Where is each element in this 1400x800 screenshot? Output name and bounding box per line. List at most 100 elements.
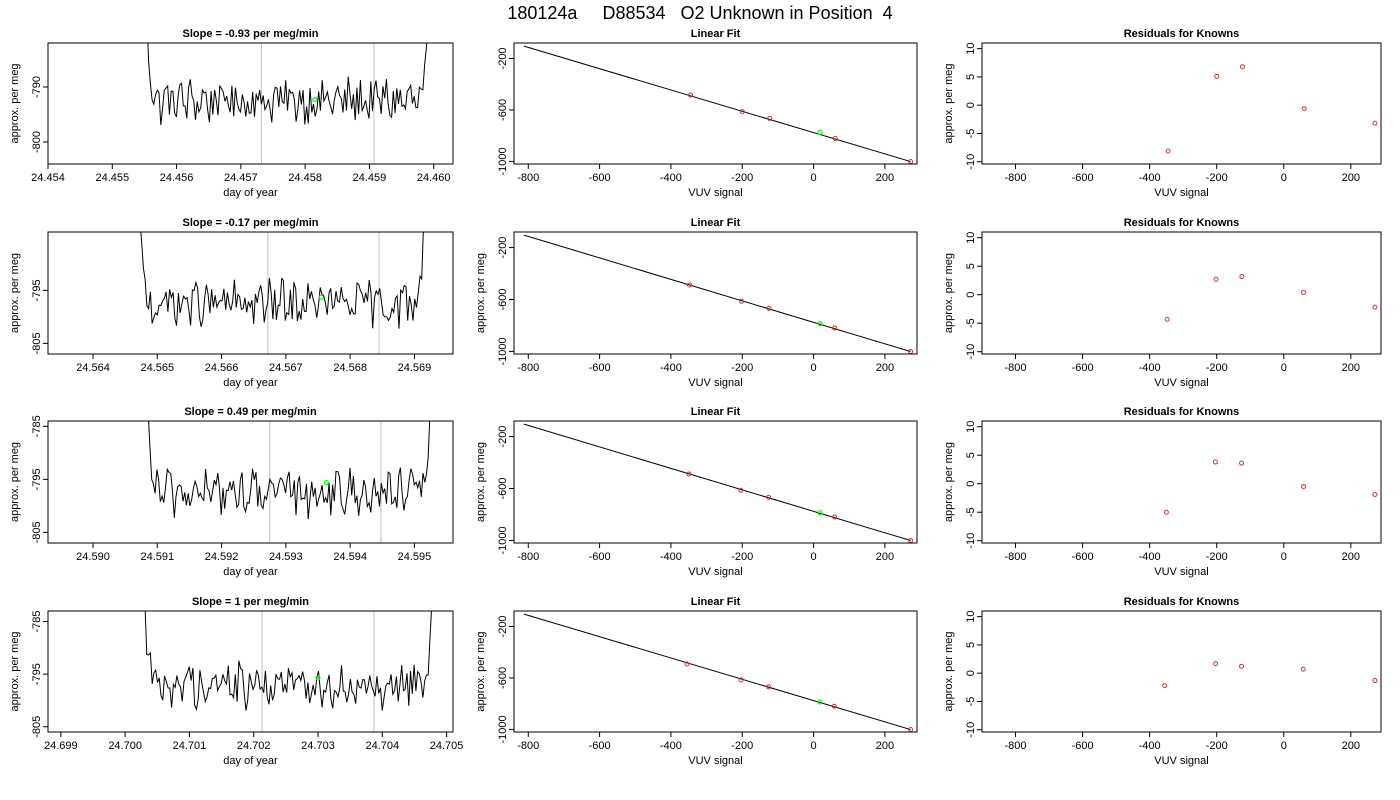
page-title: 180124a D88534 O2 Unknown in Position 4 xyxy=(507,3,893,23)
y-tick-label: -795 xyxy=(31,663,43,685)
trace-line xyxy=(140,232,424,329)
known-point xyxy=(1212,459,1218,465)
data-layer xyxy=(140,232,424,354)
known-point xyxy=(739,109,745,115)
x-tick-label: 24.564 xyxy=(76,362,110,374)
y-tick-label: 5 xyxy=(965,263,977,269)
x-axis-label: day of year xyxy=(223,566,278,578)
x-tick-label: 200 xyxy=(1342,172,1360,184)
y-axis-label: approx. per meg xyxy=(943,253,955,333)
known-point xyxy=(1372,678,1378,684)
x-tick-label: -800 xyxy=(517,551,539,563)
panel-frame xyxy=(981,42,1382,165)
y-tick-label: 10 xyxy=(965,421,977,433)
panel-frame xyxy=(47,610,454,733)
y-tick-label: -200 xyxy=(497,47,509,69)
known-point xyxy=(1301,106,1307,112)
panel-linear_fit-2: Linear Fit -800 -600 -400 -200 0 200 -200 -600 -1… xyxy=(475,406,918,578)
known-point xyxy=(832,136,838,142)
y-tick-label: -785 xyxy=(31,415,43,437)
x-tick-label: 24.700 xyxy=(108,740,142,752)
data-layer xyxy=(1165,64,1378,154)
x-tick-label: 24.459 xyxy=(353,172,387,184)
y-axis-label: approx. per meg xyxy=(475,442,487,522)
x-tick-label: 0 xyxy=(811,551,817,563)
panel-frame xyxy=(981,610,1382,733)
x-tick-label: 24.699 xyxy=(44,740,78,752)
panel-frame xyxy=(513,42,918,165)
y-axis-label: approx. per meg xyxy=(9,253,21,333)
x-tick-label: 200 xyxy=(1342,740,1360,752)
x-tick-label: 24.455 xyxy=(95,172,129,184)
x-tick-label: 24.460 xyxy=(417,172,451,184)
y-tick-label: -805 xyxy=(31,521,43,543)
x-axis-label: VUV signal xyxy=(688,187,742,199)
panel-slope-3: Slope = 1 per meg/min 24.699 24.700 24.701 2… xyxy=(9,596,463,767)
y-tick-label: -5 xyxy=(965,697,977,707)
panel-residuals-3: Residuals for Knowns -800 -600 -400 -200 0 200… xyxy=(943,596,1382,767)
fit-line xyxy=(523,45,911,163)
y-tick-label: -5 xyxy=(965,129,977,139)
unknown-point xyxy=(817,129,823,135)
y-tick-label: -10 xyxy=(965,154,977,170)
known-point xyxy=(1300,666,1306,672)
known-point xyxy=(831,703,837,709)
x-tick-label: 24.701 xyxy=(173,740,207,752)
known-point xyxy=(1372,492,1378,498)
known-point xyxy=(1239,460,1245,466)
known-point xyxy=(832,325,838,331)
known-point xyxy=(1164,316,1170,322)
fit-line xyxy=(523,423,911,542)
x-axis-label: VUV signal xyxy=(1154,755,1208,767)
x-tick-label: -400 xyxy=(1139,740,1161,752)
known-point xyxy=(1213,661,1219,667)
data-layer xyxy=(144,611,432,732)
data-layer xyxy=(523,423,914,543)
known-point xyxy=(1162,683,1168,689)
y-tick-label: 10 xyxy=(965,611,977,623)
panel-linear_fit-0: Linear Fit -800 -600 -400 -200 0 200 -200 -600 -1… xyxy=(497,28,918,199)
x-axis-label: day of year xyxy=(223,377,278,389)
known-point xyxy=(1239,663,1245,669)
x-axis-label: day of year xyxy=(223,187,278,199)
x-tick-label: 24.702 xyxy=(237,740,271,752)
known-point xyxy=(738,487,744,493)
known-point xyxy=(686,471,692,477)
panel-title: Linear Fit xyxy=(691,596,741,608)
y-axis-label: approx. per meg xyxy=(9,442,21,522)
data-layer xyxy=(147,43,428,164)
y-axis-label: approx. per meg xyxy=(943,631,955,711)
x-tick-label: 24.595 xyxy=(398,551,432,563)
known-point xyxy=(832,514,838,520)
panel-residuals-1: Residuals for Knowns -800 -600 -400 -200 0 200… xyxy=(943,217,1382,389)
x-tick-label: -400 xyxy=(1139,172,1161,184)
y-tick-label: -600 xyxy=(497,667,509,689)
x-tick-label: -600 xyxy=(589,551,611,563)
x-tick-label: -600 xyxy=(589,740,611,752)
panel-title: Linear Fit xyxy=(691,406,741,418)
x-tick-label: -400 xyxy=(660,551,682,563)
y-axis-label: approx. per meg xyxy=(475,631,487,711)
known-point xyxy=(1213,276,1219,282)
x-tick-label: -200 xyxy=(731,740,753,752)
known-point xyxy=(1163,509,1169,515)
x-tick-label: -200 xyxy=(1206,740,1228,752)
panel-slope-2: Slope = 0.49 per meg/min 24.590 24.591 24.5… xyxy=(9,406,454,578)
known-point xyxy=(1240,64,1246,70)
x-tick-label: 0 xyxy=(1281,740,1287,752)
y-tick-label: -1000 xyxy=(497,715,509,743)
y-tick-label: 5 xyxy=(965,452,977,458)
panel-slope-1: Slope = -0.17 per meg/min 24.564 24.565 24.… xyxy=(9,217,454,389)
x-axis-label: VUV signal xyxy=(688,566,742,578)
panel-frame xyxy=(47,42,454,165)
fit-line xyxy=(523,613,911,731)
known-point xyxy=(767,115,773,121)
x-tick-label: 0 xyxy=(1281,362,1287,374)
known-point xyxy=(686,282,692,288)
y-axis-label: approx. per meg xyxy=(9,631,21,711)
y-axis-label: approx. per meg xyxy=(943,63,955,143)
unknown-marker xyxy=(315,675,321,681)
y-tick-label: -200 xyxy=(497,237,509,259)
x-axis-label: VUV signal xyxy=(1154,187,1208,199)
